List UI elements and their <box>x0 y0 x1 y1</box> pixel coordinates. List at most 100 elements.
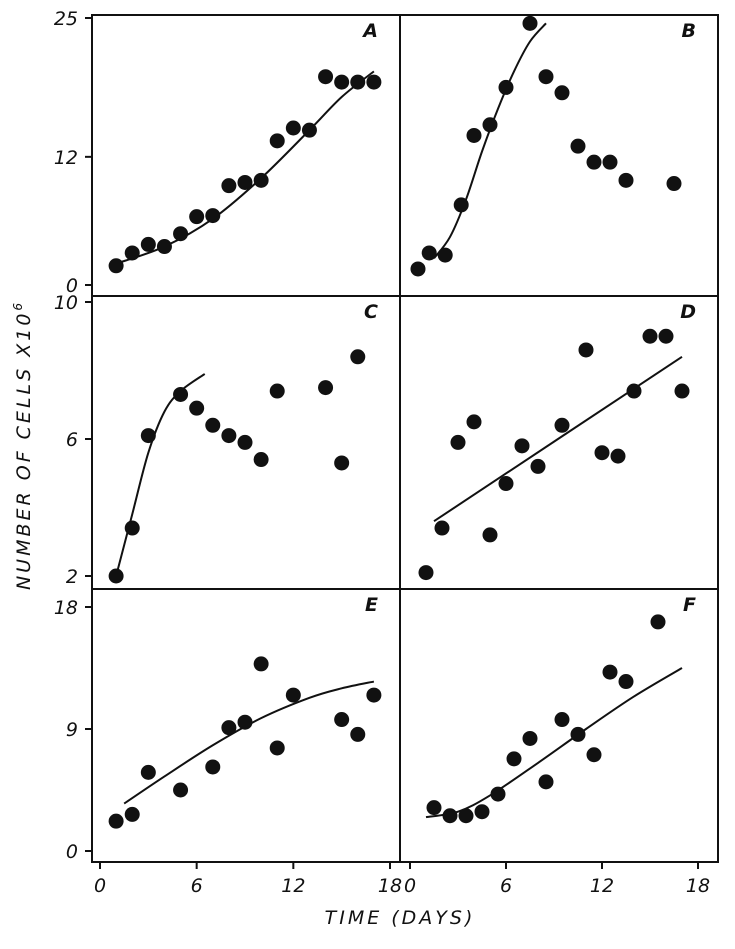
data-point <box>610 448 626 464</box>
data-point <box>426 800 442 816</box>
y-axis-title: NUMBER OF CELLS X106 <box>11 300 35 590</box>
data-point <box>650 614 666 630</box>
x-tick-label: 18 <box>686 875 710 897</box>
data-point <box>554 712 570 728</box>
y-tick-label: 9 <box>66 719 78 741</box>
data-point <box>318 380 334 396</box>
data-point <box>301 122 317 138</box>
data-point <box>140 236 156 252</box>
data-point <box>334 455 350 471</box>
fit-curve <box>433 22 547 259</box>
data-point <box>498 79 514 95</box>
y-tick-label: 10 <box>54 292 78 314</box>
y-tick-label: 0 <box>66 841 78 863</box>
data-point <box>350 726 366 742</box>
data-point <box>269 740 285 756</box>
y-tick-label: 6 <box>66 429 78 451</box>
data-point <box>578 342 594 358</box>
data-point <box>482 527 498 543</box>
x-axis-title: TIME (DAYS) <box>325 907 476 929</box>
data-point <box>285 120 301 136</box>
data-point <box>418 565 434 581</box>
y-axis-title-exponent: 6 <box>11 300 25 311</box>
data-point <box>237 714 253 730</box>
data-point <box>237 434 253 450</box>
data-point <box>538 774 554 790</box>
data-point <box>253 452 269 468</box>
data-point <box>366 74 382 90</box>
data-point <box>458 808 474 824</box>
panel-d: D <box>399 295 719 590</box>
data-point <box>602 664 618 680</box>
data-point <box>108 813 124 829</box>
data-point <box>205 759 221 775</box>
data-point <box>618 172 634 188</box>
data-point <box>506 751 522 767</box>
data-point <box>658 328 674 344</box>
data-point <box>642 328 658 344</box>
data-point <box>205 208 221 224</box>
panel-e: E 0 9 18 0 6 12 18 <box>54 588 402 897</box>
panel-b: B <box>399 14 719 297</box>
data-point <box>482 117 498 133</box>
data-point <box>334 74 350 90</box>
data-point <box>434 520 450 536</box>
data-point <box>285 687 301 703</box>
y-tick-label: 2 <box>66 566 78 588</box>
panel-f: F 0 6 12 18 <box>399 588 719 897</box>
data-point <box>124 806 140 822</box>
y-tick-label: 12 <box>54 147 78 169</box>
data-point <box>108 258 124 274</box>
data-point <box>124 245 140 261</box>
data-point <box>189 400 205 416</box>
data-point <box>554 85 570 101</box>
data-point <box>237 174 253 190</box>
data-point <box>626 383 642 399</box>
data-point <box>437 247 453 263</box>
fit-curve <box>425 667 683 819</box>
data-point <box>318 69 334 85</box>
data-point <box>205 417 221 433</box>
panel-label: F <box>683 594 696 616</box>
data-point <box>674 383 690 399</box>
data-point <box>453 197 469 213</box>
x-tick-label: 0 <box>94 875 106 897</box>
fit-curve <box>123 680 375 805</box>
x-tick-label: 6 <box>191 875 203 897</box>
data-point <box>269 383 285 399</box>
y-tick-label: 0 <box>66 275 78 297</box>
x-tick-label: 6 <box>500 875 512 897</box>
data-point <box>410 261 426 277</box>
data-point <box>522 15 538 31</box>
data-point <box>173 226 189 242</box>
data-point <box>586 154 602 170</box>
y-tick-label: 18 <box>54 597 78 619</box>
data-point <box>490 786 506 802</box>
fit-curve <box>115 70 375 265</box>
data-point <box>514 438 530 454</box>
data-point <box>221 428 237 444</box>
data-point <box>421 245 437 261</box>
panel-label: E <box>365 594 378 616</box>
fit-curve <box>433 355 683 523</box>
x-tick-label: 12 <box>281 875 305 897</box>
data-point <box>554 417 570 433</box>
panel-label: B <box>682 20 696 42</box>
data-point <box>173 386 189 402</box>
data-point <box>140 764 156 780</box>
data-point <box>466 127 482 143</box>
data-point <box>450 434 466 450</box>
panel-c: C 2 6 10 <box>54 292 401 590</box>
data-point <box>140 428 156 444</box>
data-point <box>474 804 490 820</box>
data-point <box>570 138 586 154</box>
data-point <box>442 808 458 824</box>
panel-label: D <box>680 301 696 323</box>
data-point <box>269 133 285 149</box>
data-point <box>666 176 682 192</box>
data-point <box>618 674 634 690</box>
data-point <box>350 349 366 365</box>
data-point <box>366 687 382 703</box>
